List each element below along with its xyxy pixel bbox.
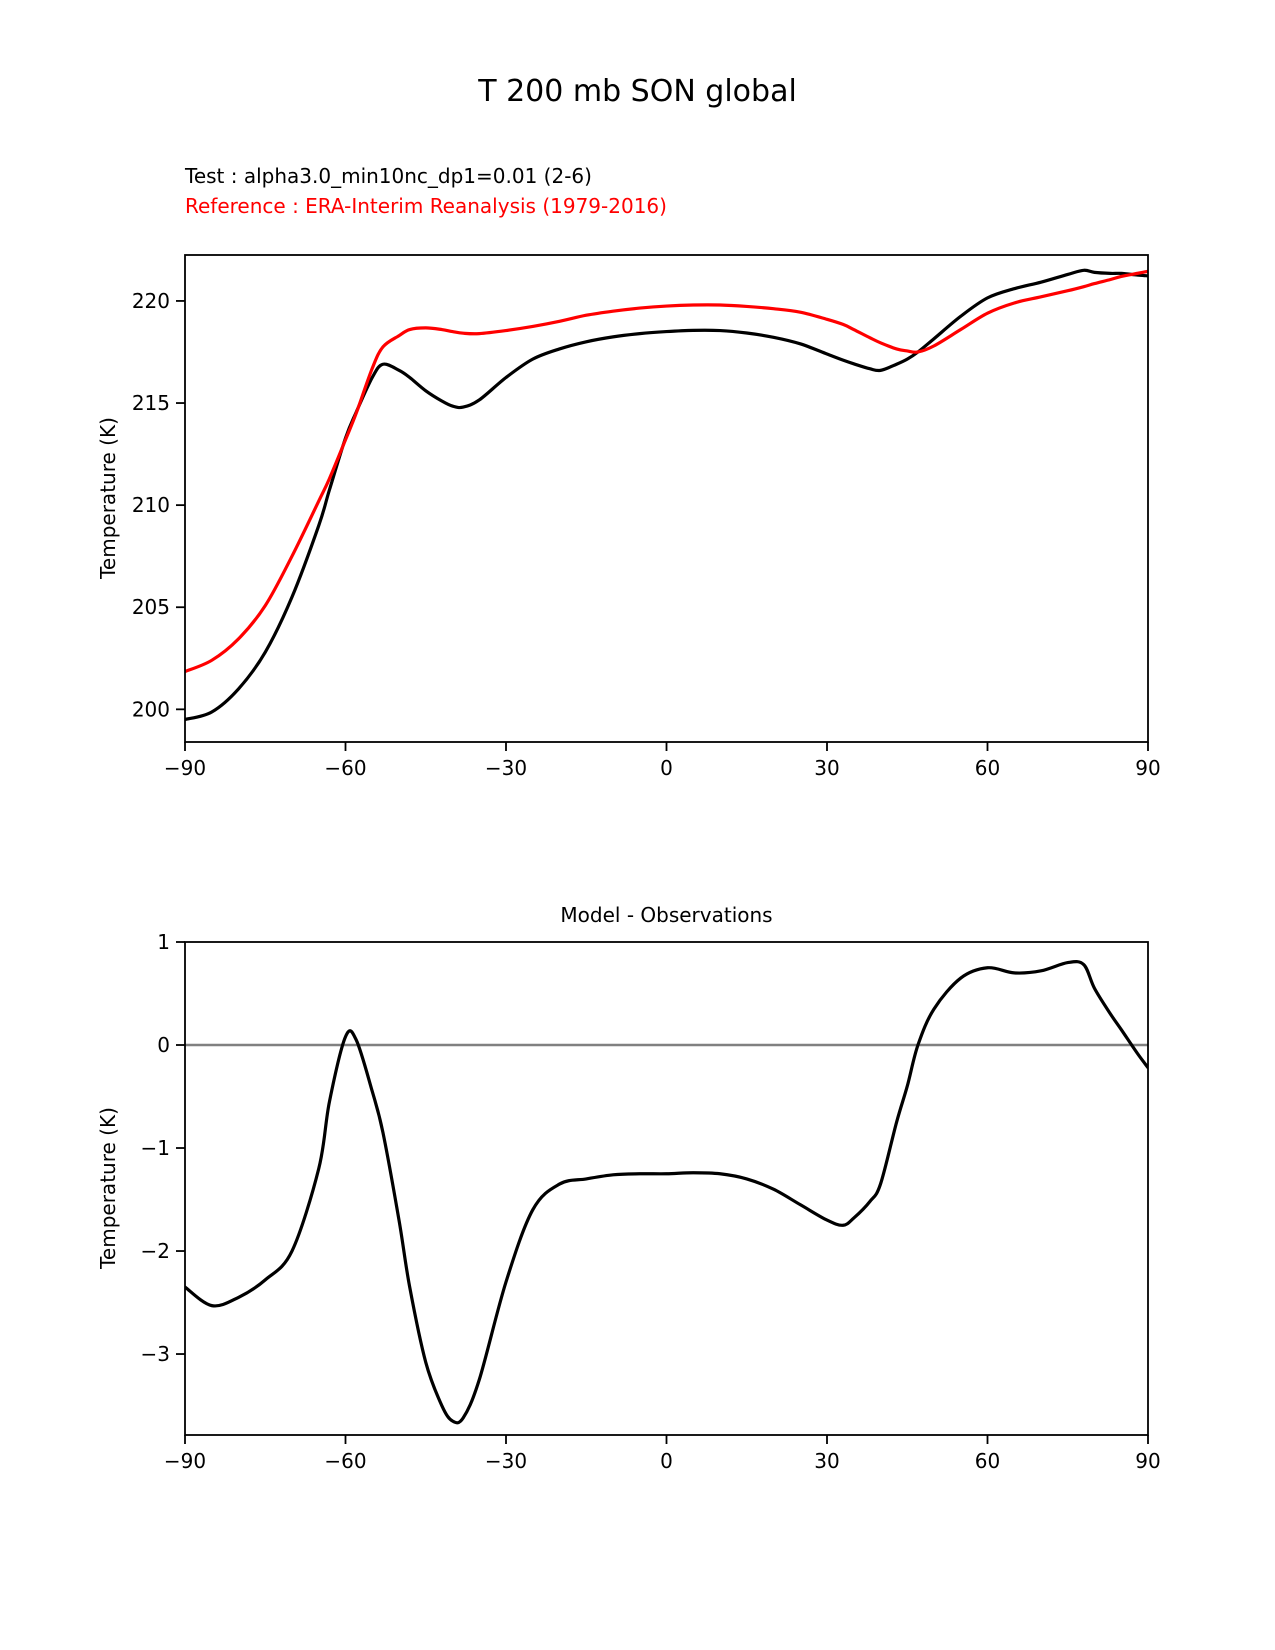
- x-tick-label: 90: [1135, 1449, 1160, 1473]
- temperature-profile-axes-box: [184, 254, 1149, 743]
- x-tick-label: −90: [164, 1449, 206, 1473]
- y-tick-label: 200: [132, 697, 170, 721]
- difference-series-line: [185, 960, 1148, 1425]
- y-tick-label: 215: [132, 391, 170, 415]
- y-tick-label: −2: [141, 1239, 170, 1263]
- y-tick-label: −3: [141, 1342, 170, 1366]
- y-tick-label: 0: [157, 1033, 170, 1057]
- difference-axes-box: [184, 941, 1149, 1436]
- y-tick-label: −1: [141, 1136, 170, 1160]
- x-tick-label: 90: [1135, 756, 1160, 780]
- y-tick-label: 205: [132, 595, 170, 619]
- x-tick-label: −30: [485, 756, 527, 780]
- figure-title: T 200 mb SON global: [478, 74, 797, 109]
- bottom-chart-title: Model - Observations: [560, 903, 773, 927]
- temperature-profile-chart: −90 −60 −30 0 30 60 90 200 205 210 215 220: [132, 254, 1161, 780]
- y-tick-label: 1: [157, 930, 170, 954]
- x-tick-label: −60: [324, 1449, 366, 1473]
- x-tick-label: −60: [324, 756, 366, 780]
- reference-series-line: [185, 269, 1148, 674]
- difference-chart: −90 −60 −30 0 30 60 90 1 0 −1 −2 −3: [141, 930, 1161, 1473]
- x-tick-label: 0: [660, 756, 673, 780]
- x-tick-label: −30: [485, 1449, 527, 1473]
- y-tick-label: 210: [132, 493, 170, 517]
- legend-reference-label: Reference : ERA-Interim Reanalysis (1979…: [185, 194, 667, 218]
- x-tick-label: 60: [975, 756, 1000, 780]
- x-tick-label: 60: [975, 1449, 1000, 1473]
- x-tick-label: 30: [814, 1449, 839, 1473]
- legend-test-label: Test : alpha3.0_min10nc_dp1=0.01 (2-6): [185, 164, 592, 188]
- x-tick-label: 0: [660, 1449, 673, 1473]
- x-tick-label: −90: [164, 756, 206, 780]
- test-series-line: [185, 268, 1148, 722]
- y-tick-label: 220: [132, 289, 170, 313]
- x-tick-label: 30: [814, 756, 839, 780]
